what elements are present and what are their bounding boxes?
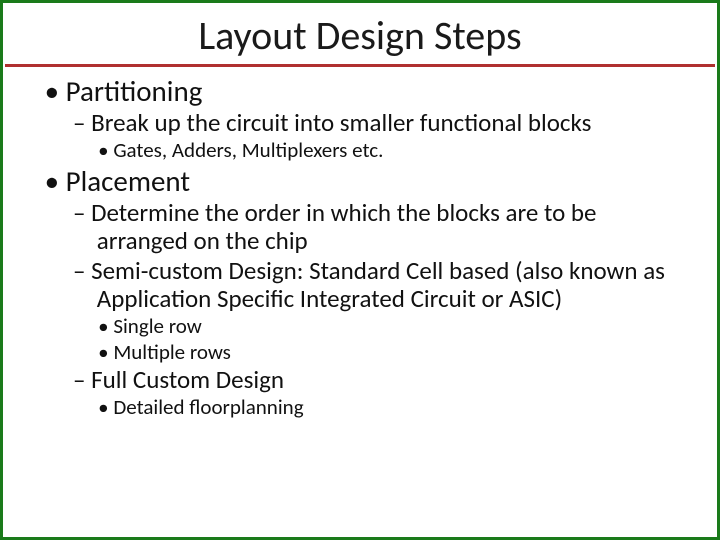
bullet-placement-sub2: Semi-custom Design: Standard Cell based … xyxy=(73,257,687,313)
bullet-placement-sub3a: Detailed floorplanning xyxy=(98,396,687,420)
bullet-partitioning: Partitioning xyxy=(45,75,687,107)
bullet-placement-sub2a: Single row xyxy=(98,315,687,339)
bullet-placement-sub3: Full Custom Design xyxy=(73,366,687,394)
bullet-partitioning-sub1a: Gates, Adders, Multiplexers etc. xyxy=(98,139,687,163)
bullet-partitioning-sub1: Break up the circuit into smaller functi… xyxy=(73,109,687,137)
bullet-placement-sub2b: Multiple rows xyxy=(98,341,687,365)
slide-frame: Layout Design Steps Partitioning Break u… xyxy=(0,0,720,540)
slide-title: Layout Design Steps xyxy=(5,3,715,67)
bullet-placement: Placement xyxy=(45,165,687,197)
bullet-placement-sub1: Determine the order in which the blocks … xyxy=(73,199,687,255)
slide-content: Partitioning Break up the circuit into s… xyxy=(3,67,717,430)
